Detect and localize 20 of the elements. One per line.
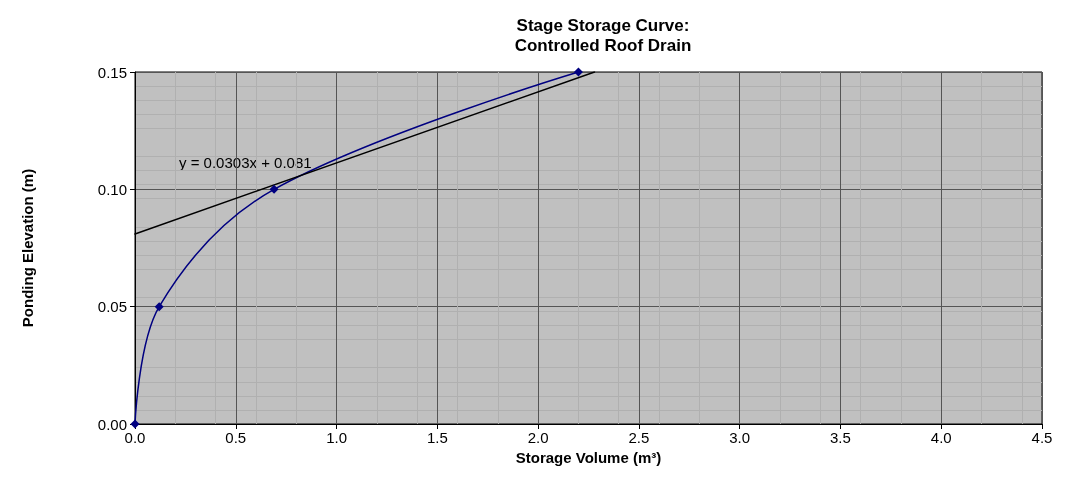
x-tick-label: 3.0 [729, 429, 751, 446]
chart-title: Stage Storage Curve: Controlled Roof Drain [514, 15, 692, 55]
x-tick-label: 2.0 [527, 429, 549, 446]
y-tick-label: 0.05 [97, 298, 127, 316]
x-axis-title: Storage Volume (m³) [515, 448, 662, 466]
x-tick-label: 4.5 [1031, 429, 1053, 446]
x-tick-label: 4.0 [930, 429, 952, 446]
x-tick-label: 1.5 [426, 429, 448, 446]
x-tick-label: 3.5 [830, 429, 851, 446]
point [154, 302, 164, 312]
y-axis-title: Ponding Elevation (m) [19, 168, 36, 328]
x-tick-label: 0.5 [225, 429, 247, 446]
y-tick-label: 0.00 [97, 415, 127, 433]
point [269, 184, 279, 194]
x-tick-label: 1.0 [326, 429, 347, 446]
y-tick-label: 0.10 [97, 180, 127, 198]
x-tick-label: 0.0 [124, 429, 146, 446]
point [573, 67, 583, 77]
y-tick-label: 0.15 [97, 63, 127, 81]
x-tick-label: 2.5 [628, 429, 650, 446]
